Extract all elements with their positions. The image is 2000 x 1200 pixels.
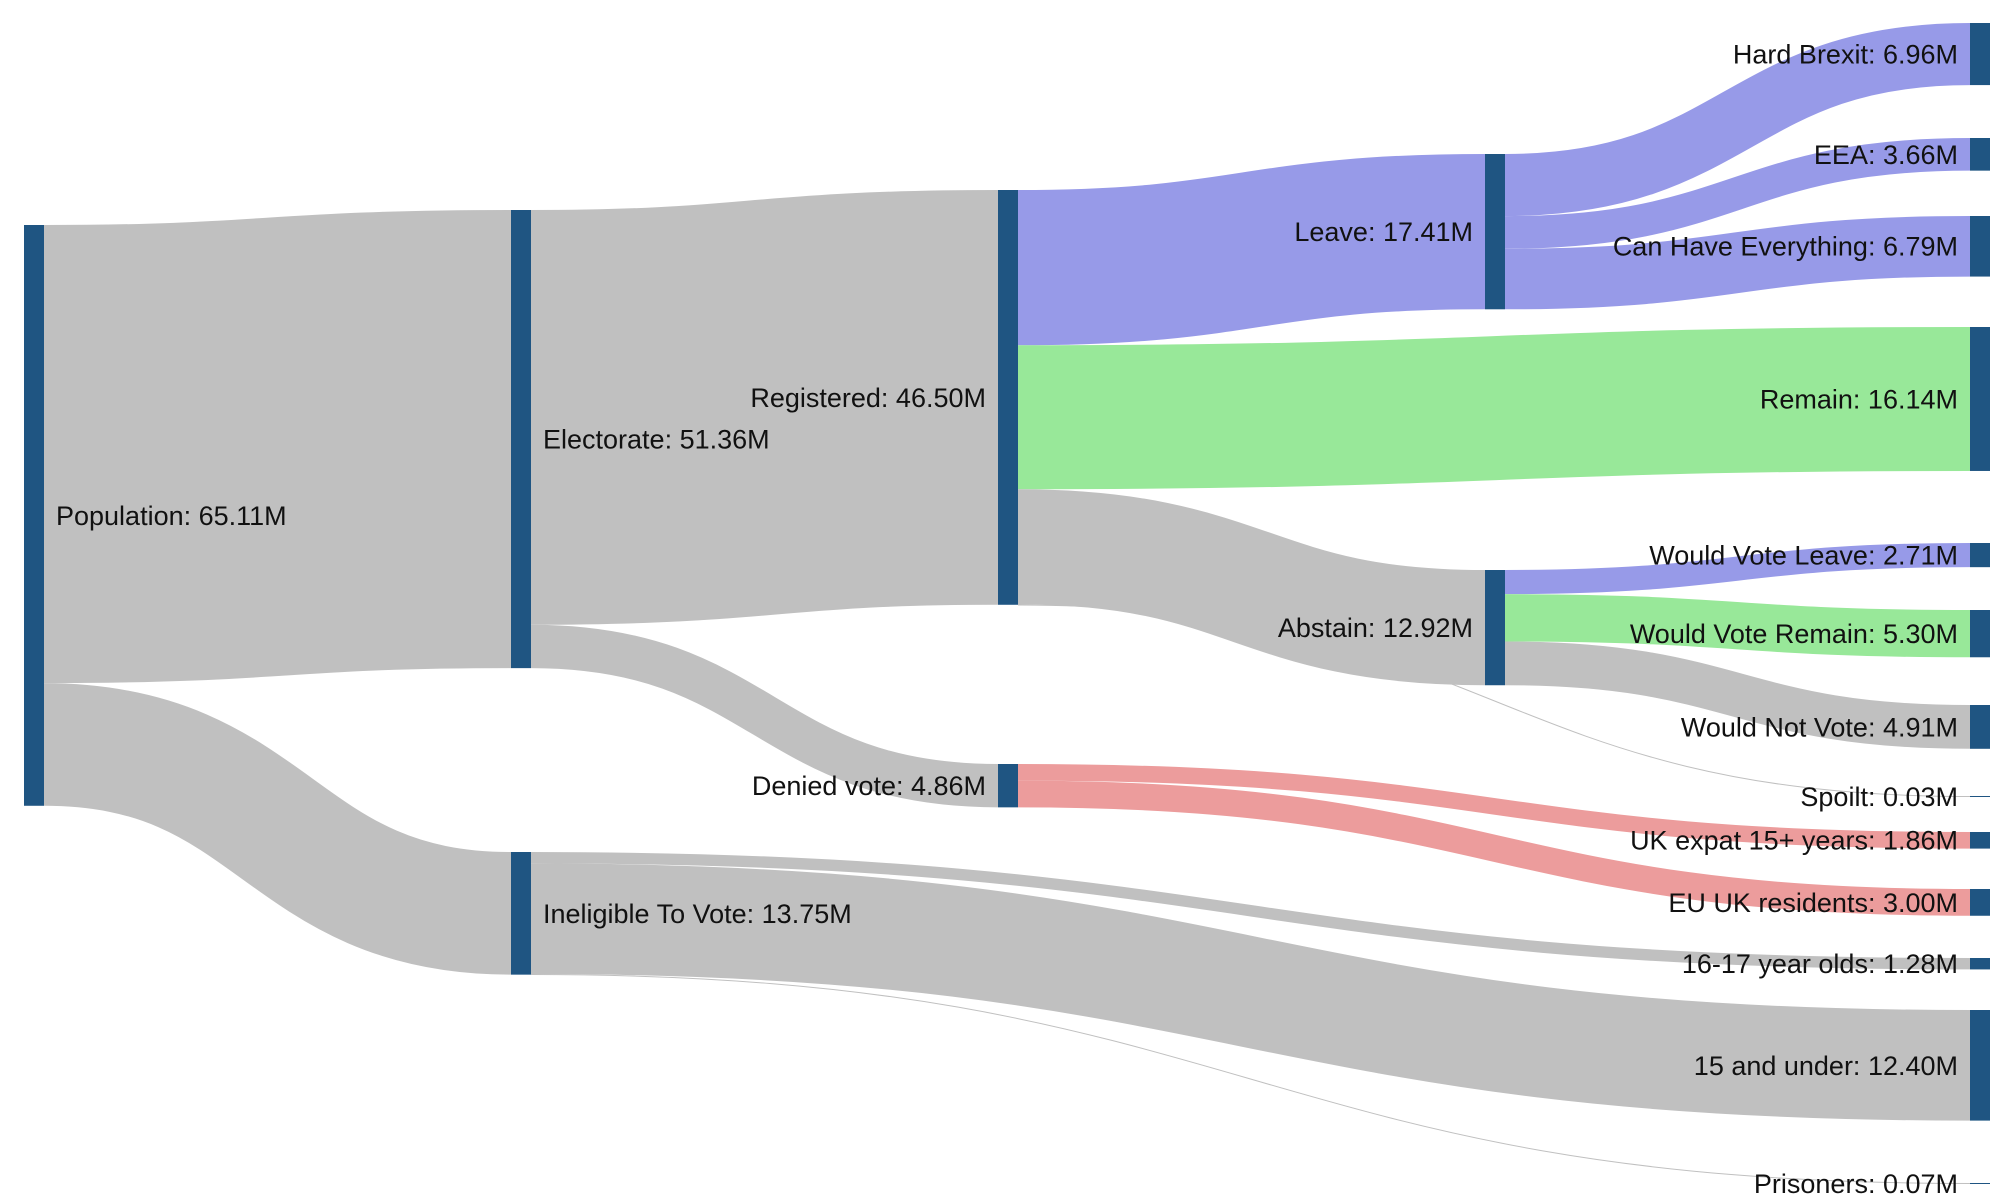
node-bar-eea — [1970, 138, 1990, 171]
flow-link-electorate-to-registered — [530, 190, 999, 625]
node-label-remain: Remain: 16.14M — [1760, 384, 1958, 414]
node-label-would_not: Would Not Vote: 4.91M — [1681, 712, 1958, 742]
flow-link-abstain-to-would_remain — [1504, 594, 1971, 658]
node-label-ineligible: Ineligible To Vote: 13.75M — [543, 899, 852, 929]
node-label-spoilt: Spoilt: 0.03M — [1800, 782, 1958, 812]
node-bar-can_have — [1970, 216, 1990, 277]
node-bar-denied — [998, 764, 1018, 808]
flow-link-population-to-electorate — [43, 210, 512, 684]
node-bar-abstain — [1485, 570, 1505, 686]
node-bar-population — [24, 225, 44, 806]
node-label-eu_residents: EU UK residents: 3.00M — [1668, 888, 1958, 918]
flow-link-abstain-to-would_not — [1504, 641, 1971, 749]
node-bar-teens — [1970, 958, 1990, 970]
node-bar-would_remain — [1970, 610, 1990, 658]
node-label-uk_expat: UK expat 15+ years: 1.86M — [1630, 826, 1958, 856]
node-label-leave: Leave: 17.41M — [1294, 217, 1473, 247]
node-bar-prisoners — [1970, 1183, 1990, 1184]
node-bar-leave — [1485, 154, 1505, 310]
node-label-population: Population: 65.11M — [56, 501, 287, 531]
node-bar-uk_expat — [1970, 832, 1990, 849]
flow-link-population-to-ineligible — [42, 683, 513, 975]
node-label-teens: 16-17 year olds: 1.28M — [1682, 949, 1958, 979]
flow-link-electorate-to-denied — [530, 624, 999, 808]
flow-link-ineligible-to-prisoners — [530, 974, 1971, 1184]
flow-link-ineligible-to-under15 — [530, 863, 1971, 1121]
node-label-prisoners: Prisoners: 0.07M — [1754, 1169, 1958, 1199]
flow-link-abstain-to-would_leave — [1504, 543, 1971, 595]
node-label-electorate: Electorate: 51.36M — [543, 425, 770, 455]
node-bar-ineligible — [511, 852, 531, 975]
node-label-would_leave: Would Vote Leave: 2.71M — [1649, 541, 1958, 571]
node-bar-under15 — [1970, 1010, 1990, 1121]
flow-link-leave-to-hard_brexit — [1504, 23, 1971, 217]
labels-layer: Population: 65.11M Electorate: 51.36M Inel… — [56, 39, 1958, 1198]
flow-link-denied-to-eu_residents — [1017, 780, 1971, 916]
links-layer — [42, 23, 1971, 1184]
flow-link-registered-to-remain — [1017, 326, 1971, 490]
node-bar-registered — [998, 190, 1018, 605]
node-label-denied: Denied vote: 4.86M — [752, 771, 986, 801]
node-bar-electorate — [511, 210, 531, 669]
node-label-can_have: Can Have Everything: 6.79M — [1613, 232, 1958, 262]
node-label-under15: 15 and under: 12.40M — [1694, 1051, 1958, 1081]
flow-link-registered-to-abstain — [1017, 489, 1486, 686]
node-bar-would_leave — [1970, 543, 1990, 568]
node-label-would_remain: Would Vote Remain: 5.30M — [1630, 619, 1958, 649]
node-bar-spoilt — [1970, 796, 1990, 797]
flow-link-registered-to-leave — [1017, 154, 1486, 346]
flow-link-denied-to-uk_expat — [1017, 764, 1971, 849]
flow-link-registered-to-spoilt — [1017, 604, 1971, 797]
node-label-hard_brexit: Hard Brexit: 6.96M — [1733, 39, 1958, 69]
nodes-layer — [24, 23, 1990, 1184]
flow-link-leave-to-eea — [1504, 138, 1971, 249]
node-label-registered: Registered: 46.50M — [750, 383, 986, 413]
node-bar-remain — [1970, 327, 1990, 471]
flow-link-leave-to-can_have — [1504, 215, 1971, 310]
node-bar-would_not — [1970, 705, 1990, 749]
node-label-eea: EEA: 3.66M — [1814, 140, 1958, 170]
node-bar-hard_brexit — [1970, 23, 1990, 86]
node-bar-eu_residents — [1970, 889, 1990, 916]
flow-link-ineligible-to-teens — [530, 852, 1971, 970]
node-label-abstain: Abstain: 12.92M — [1278, 613, 1473, 643]
